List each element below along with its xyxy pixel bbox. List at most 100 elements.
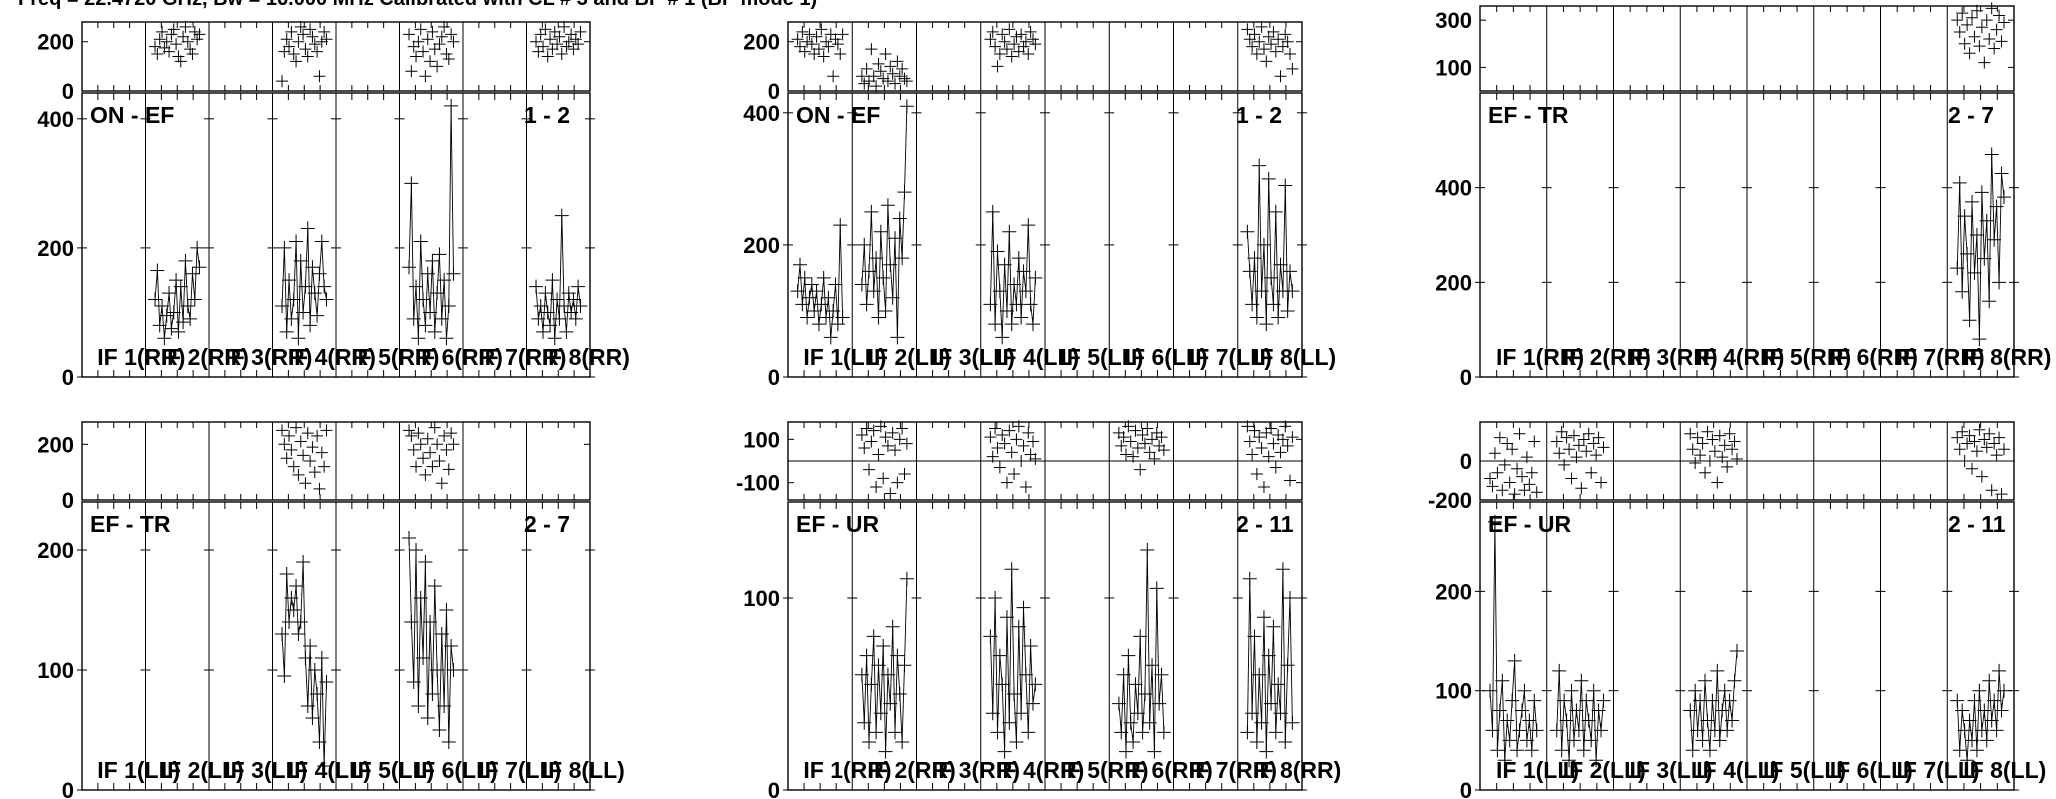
amplitude-point [176, 315, 191, 330]
amplitude-point [303, 639, 318, 653]
phase-point [891, 476, 904, 489]
phase-point [891, 55, 904, 68]
amplitude-point [1725, 713, 1740, 728]
phase-point [1706, 433, 1719, 446]
phase-point [1279, 28, 1292, 41]
amplitude-point [1145, 658, 1160, 673]
amplitude-point [1271, 310, 1286, 325]
phase-point [410, 460, 423, 473]
amplitude-point [1957, 209, 1972, 224]
phase-point [292, 468, 305, 481]
phase-point [1980, 14, 1993, 27]
amplitude-point [1594, 723, 1609, 738]
amplitude-point [1996, 683, 2011, 698]
phase-point [1255, 442, 1268, 454]
amplitude-point [1002, 224, 1017, 239]
amplitude-point [291, 627, 306, 641]
if-label: IF 7(RR) [478, 344, 566, 370]
amplitude-point [1987, 693, 2002, 708]
amplitude-point [854, 667, 869, 682]
amplitude-point [1996, 190, 2011, 205]
amplitude-point [185, 266, 200, 281]
amplitude-point [1967, 265, 1982, 280]
amplitude-point [1487, 514, 1502, 529]
phase-point [865, 43, 878, 56]
amplitude-point [545, 273, 560, 288]
if-label: IF 1(LL) [97, 757, 180, 783]
amplitude-series-8 [1956, 154, 2005, 340]
amplitude-point [1156, 725, 1171, 740]
amplitude-point [434, 311, 449, 326]
amplitude-point [437, 699, 452, 713]
amplitude-point [571, 279, 586, 294]
amplitude-point [864, 677, 879, 692]
phase-point [1951, 14, 1964, 27]
phase-point [1958, 37, 1971, 50]
amplitude-point [1278, 735, 1293, 749]
amplitude-point [1283, 264, 1297, 279]
phase-point [311, 45, 324, 58]
phase-point [879, 48, 892, 61]
phase-point [1570, 451, 1583, 464]
amplitude-point [897, 185, 912, 200]
amplitude-tick-label: 200 [1435, 270, 1472, 295]
amplitude-point [1502, 733, 1517, 748]
amplitude-point [1249, 735, 1264, 749]
amplitude-point [988, 591, 1003, 605]
phase-point [1246, 448, 1259, 461]
amplitude-point [293, 253, 308, 268]
amplitude-point [305, 260, 320, 275]
amplitude-point [1569, 703, 1584, 718]
if-label: IF 8(RR) [1963, 344, 2051, 370]
amplitude-point [409, 543, 424, 557]
amplitude-point [1261, 648, 1276, 663]
amplitude-tick-label: 400 [1435, 176, 1472, 201]
phase-point [1127, 450, 1140, 463]
if-label: IF 6(LL) [1125, 344, 1208, 370]
phase-point [1691, 431, 1704, 444]
amplitude-point [1007, 277, 1022, 292]
if-label: IF 5(LL) [351, 757, 434, 783]
amplitude-point [1256, 610, 1271, 625]
amplitude-point [1114, 725, 1129, 740]
amplitude-point [899, 571, 914, 586]
phase-point [1486, 480, 1499, 493]
amplitude-point [1014, 706, 1029, 721]
if-label: IF 5(RR) [1763, 344, 1851, 370]
amplitude-point [1584, 733, 1599, 748]
phase-point [1703, 455, 1716, 467]
amplitude-point [312, 266, 327, 281]
phase-point [1694, 449, 1707, 462]
amplitude-point [411, 699, 426, 713]
phase-point [1966, 462, 1979, 475]
phase-point [1000, 43, 1013, 56]
phase-point [1572, 439, 1585, 452]
phase-point [862, 75, 875, 88]
phase-point [798, 45, 811, 58]
amplitude-point [432, 247, 447, 262]
phase-point [1008, 468, 1021, 480]
amplitude-point [1140, 543, 1155, 557]
amplitude-point [1118, 744, 1133, 759]
phase-point [1000, 476, 1013, 489]
amplitude-point [425, 687, 440, 701]
phase-point [560, 40, 573, 53]
phase-point [421, 432, 434, 445]
amplitude-point [1957, 723, 1972, 738]
amplitude-point [1720, 723, 1735, 738]
phase-point [1585, 466, 1598, 479]
phase-point [836, 28, 849, 41]
amplitude-point [155, 299, 170, 313]
phase-point [879, 431, 892, 444]
if-label: IF 3(LL) [932, 344, 1015, 370]
phase-point [1515, 470, 1528, 483]
amplitude-point [413, 591, 428, 605]
amplitude-point [178, 253, 193, 268]
amplitude-point [1483, 683, 1498, 698]
phase-point [184, 43, 197, 56]
amplitude-point [1977, 251, 1992, 266]
phase-point [276, 75, 289, 88]
amplitude-point [1280, 658, 1295, 673]
